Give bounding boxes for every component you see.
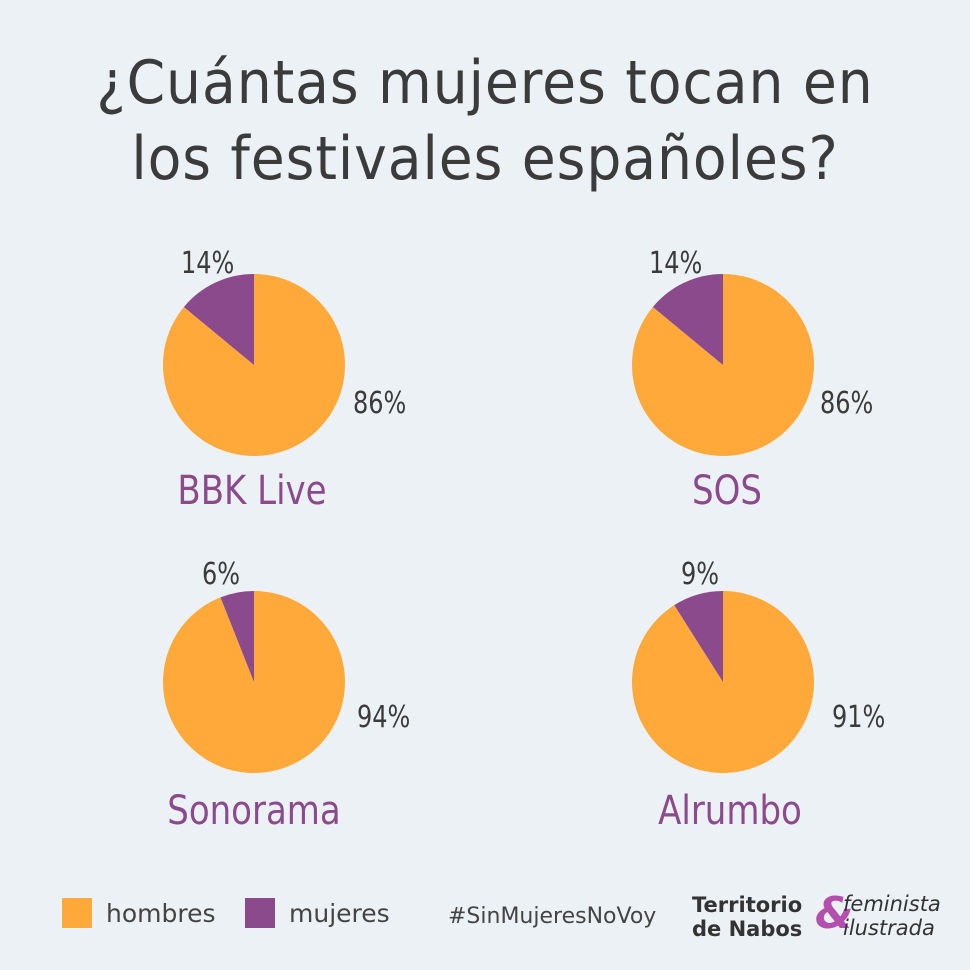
legend-hombres: hombres bbox=[62, 898, 216, 928]
alrumbo-name: Alrumbo bbox=[658, 788, 802, 834]
alrumbo-mujeres-label: 9% bbox=[681, 557, 720, 592]
bbk-name: BBK Live bbox=[177, 468, 327, 514]
logo-feminista-ilustrada: feminista ilustrada bbox=[843, 892, 941, 940]
logo-right-line-2: ilustrada bbox=[843, 916, 935, 940]
title-line-1: ¿Cuántas mujeres tocan en bbox=[96, 48, 874, 118]
logo-territorio-de-nabos: Territorio de Nabos bbox=[692, 893, 802, 941]
sonorama-name: Sonorama bbox=[167, 788, 341, 834]
legend-label-hombres: hombres bbox=[106, 898, 216, 928]
legend-swatch-mujeres bbox=[245, 898, 275, 928]
hashtag: #SinMujeresNoVoy bbox=[448, 904, 657, 929]
bbk-hombres-label: 86% bbox=[353, 386, 407, 421]
logo-left-line-2: de Nabos bbox=[692, 917, 803, 941]
legend-label-mujeres: mujeres bbox=[289, 898, 390, 928]
logo-left-line-1: Territorio bbox=[692, 893, 803, 917]
sos-hombres-label: 86% bbox=[820, 386, 874, 421]
logo-ampersand: & bbox=[815, 888, 854, 939]
sos-mujeres-label: 14% bbox=[649, 246, 703, 281]
sonorama-mujeres-label: 6% bbox=[202, 557, 241, 592]
logo-right-line-1: feminista bbox=[843, 892, 941, 916]
sonorama-slice-hombres bbox=[162, 591, 345, 773]
sonorama-hombres-label: 94% bbox=[357, 700, 411, 735]
sos-slice-mujeres bbox=[652, 274, 723, 365]
page-title: ¿Cuántas mujeres tocan en los festivales… bbox=[39, 45, 931, 197]
legend-swatch-hombres bbox=[62, 898, 92, 928]
legend-mujeres: mujeres bbox=[245, 898, 390, 928]
bbk-mujeres-label: 14% bbox=[181, 246, 235, 281]
sos-name: SOS bbox=[692, 468, 762, 514]
title-line-2: los festivales españoles? bbox=[131, 124, 839, 194]
sonorama-slice-mujeres bbox=[220, 591, 254, 682]
alrumbo-hombres-label: 91% bbox=[832, 700, 886, 735]
bbk-live-slice-mujeres bbox=[183, 274, 254, 365]
alrumbo-slice-mujeres bbox=[674, 591, 723, 682]
